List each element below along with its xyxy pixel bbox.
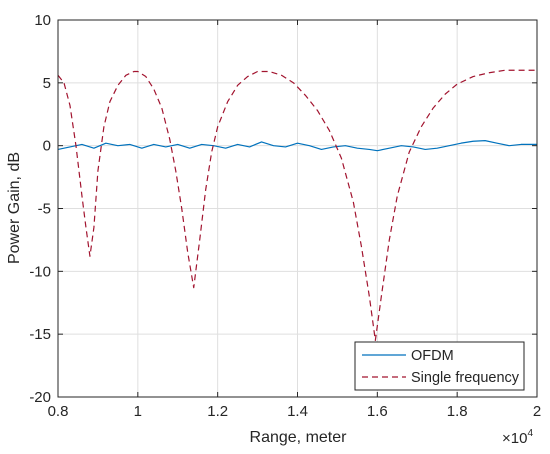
x-tick-label: 0.8 (48, 403, 69, 420)
legend-label-ofdm: OFDM (411, 348, 454, 364)
y-tick-label: 10 (34, 12, 51, 29)
grid (57, 19, 538, 398)
y-tick-label: -20 (29, 389, 51, 406)
x-tick-label: 1.8 (447, 403, 468, 420)
legend: OFDM Single frequency (354, 341, 525, 391)
x-tick-label: 1.4 (287, 403, 308, 420)
x-axis-label: Range, meter (250, 429, 348, 446)
legend-box (354, 341, 525, 391)
series-line-ofdm (57, 140, 537, 152)
axes (57, 19, 538, 398)
y-tick-label: 0 (43, 138, 51, 155)
x-tick-label: 2 (533, 403, 541, 420)
y-axis-label: Power Gain, dB (6, 152, 23, 264)
x-tick-label: 1 (134, 403, 142, 420)
y-tick-label: -10 (29, 263, 51, 280)
x-axis-multiplier: ×104 (502, 428, 533, 447)
y-tick-label: -15 (29, 326, 51, 343)
x-tick-label: 1.6 (367, 403, 388, 420)
series-layer (57, 69, 537, 342)
tick-labels: 0.8 1 1.2 1.4 1.6 1.8 2 -20 -15 -10 -5 0 5 10 (29, 12, 541, 420)
legend-label-single-frequency: Single frequency (411, 370, 520, 386)
series-line-single-frequency (57, 69, 537, 342)
y-tick-label: -5 (38, 201, 51, 218)
x-tick-label: 1.2 (207, 403, 228, 420)
y-tick-label: 5 (43, 75, 51, 92)
